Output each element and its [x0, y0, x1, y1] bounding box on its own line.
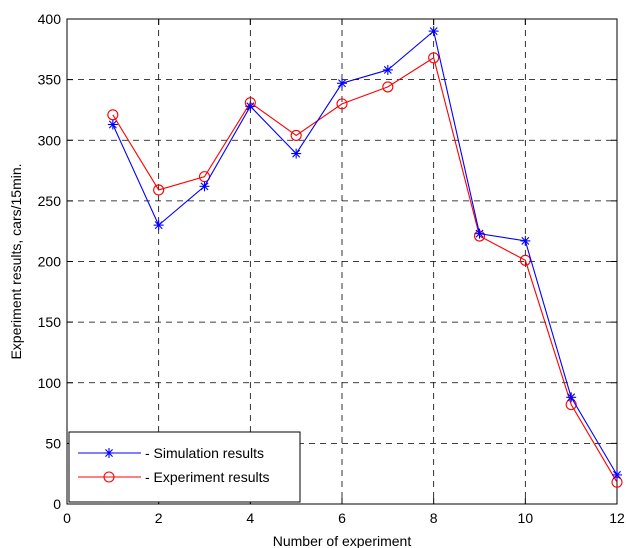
x-tick-label: 2: [155, 510, 163, 526]
data-point-experiment: [382, 81, 394, 93]
series-experiment: [107, 52, 623, 488]
data-point-experiment: [336, 98, 348, 110]
y-tick-label: 50: [45, 435, 61, 451]
y-tick-label: 150: [38, 314, 62, 330]
legend-box: [68, 431, 301, 503]
legend: - Simulation results - Experiment results: [68, 431, 301, 503]
data-point-simulation: [291, 148, 302, 159]
data-point-simulation: [612, 469, 622, 480]
data-point-simulation: [153, 220, 164, 231]
series-layer: [107, 26, 623, 488]
y-tick-label: 0: [53, 496, 61, 512]
data-point-simulation: [428, 26, 439, 37]
data-point-experiment: [519, 254, 531, 266]
y-tick-label: 300: [38, 132, 62, 148]
legend-swatch-marker: [103, 471, 115, 483]
x-tick-label: 8: [430, 510, 438, 526]
data-point-experiment: [428, 52, 440, 64]
y-axis-label: Experiment results, cars/15min.: [8, 163, 24, 359]
legend-item-experiment: - Experiment results: [78, 469, 269, 485]
x-tick-label: 10: [518, 510, 534, 526]
y-tick-label: 350: [38, 72, 62, 88]
legend-label: - Simulation results: [145, 445, 264, 461]
data-point-experiment: [290, 129, 302, 141]
y-tick-label: 400: [38, 11, 62, 27]
data-point-simulation: [337, 78, 347, 89]
data-point-simulation: [520, 235, 531, 246]
x-tick-label: 12: [609, 510, 625, 526]
y-tick-label: 100: [38, 375, 62, 391]
axis-ticks: 0 2 4 6 8 10 12 0 50 100 150 200 250 300 350 400: [38, 11, 625, 526]
x-tick-label: 0: [63, 510, 71, 526]
legend-item-simulation: - Simulation results: [78, 445, 264, 461]
legend-label: - Experiment results: [145, 469, 269, 485]
data-point-simulation: [566, 392, 577, 403]
data-point-experiment: [153, 184, 165, 196]
y-tick-label: 250: [38, 193, 62, 209]
series-simulation: [107, 26, 622, 480]
legend-swatch-marker: [104, 448, 114, 458]
y-tick-label: 200: [38, 254, 62, 270]
series-line-simulation: [112, 30, 618, 476]
data-point-simulation: [199, 181, 210, 192]
x-tick-label: 6: [338, 510, 346, 526]
x-axis-label: Number of experiment: [273, 533, 412, 548]
x-tick-label: 4: [246, 510, 254, 526]
data-point-simulation: [382, 64, 393, 75]
data-point-simulation: [474, 228, 485, 239]
series-line-experiment: [112, 56, 618, 483]
data-point-simulation: [107, 119, 118, 130]
data-point-simulation: [245, 101, 256, 112]
